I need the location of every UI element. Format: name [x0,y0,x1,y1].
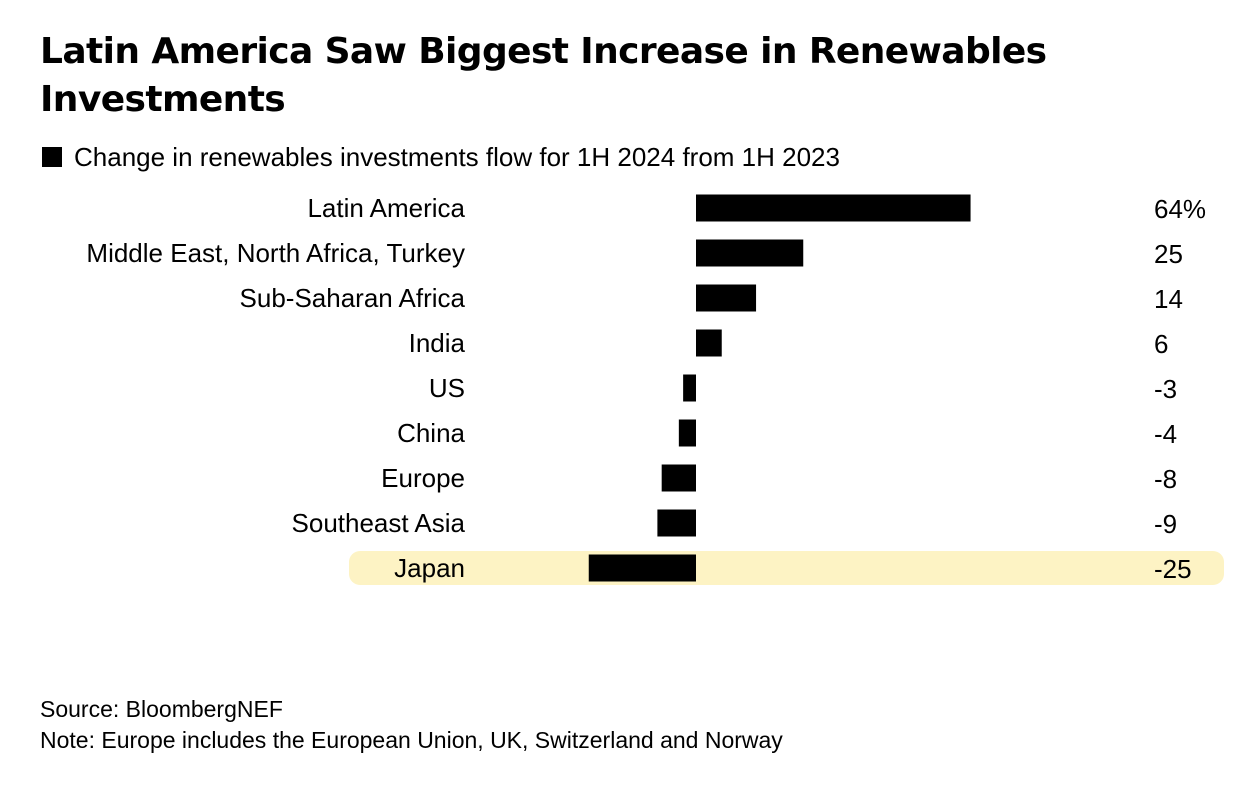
value-label-china: -4 [1154,419,1177,449]
category-label-latin-america: Latin America [307,193,465,223]
bar-us [683,374,696,402]
legend: Change in renewables investments flow fo… [42,142,840,172]
category-label-japan: Japan [394,553,465,583]
category-label-southeast-asia: Southeast Asia [292,508,466,538]
legend-swatch [42,147,62,167]
value-label-latin-america: 64% [1154,194,1206,224]
category-label-us: US [429,373,465,403]
highlight-band-japan [349,551,1224,585]
bar-china [678,419,696,447]
chart-title: Latin America Saw Biggest Increase in Re… [40,31,1047,120]
value-label-sub-saharan-africa: 14 [1154,284,1183,314]
bar-india [696,329,722,357]
bar-southeast-asia [657,509,696,537]
value-label-japan: -25 [1154,554,1192,584]
source-note: Source: BloombergNEF [40,696,283,722]
bar-sub-saharan-africa [696,284,757,312]
category-label-sub-saharan-africa: Sub-Saharan Africa [240,283,466,313]
category-label-europe: Europe [381,463,465,493]
bar-chart: Latin America 64% Middle East, North Afric… [86,193,1224,585]
category-label-middle-east-north-africa-turkey: Middle East, North Africa, Turkey [86,238,465,268]
value-label-middle-east-north-africa-turkey: 25 [1154,239,1183,269]
value-label-europe: -8 [1154,464,1177,494]
value-label-us: -3 [1154,374,1177,404]
value-label-india: 6 [1154,329,1168,359]
bar-japan [588,554,696,582]
footnotes: Source: BloombergNEF Note: Europe includ… [40,694,783,756]
legend-label: Change in renewables investments flow fo… [74,141,840,172]
bar-latin-america [696,194,971,222]
category-label-china: China [397,418,465,448]
bar-middle-east-north-africa-turkey [696,239,804,267]
europe-note: Note: Europe includes the European Union… [40,727,783,753]
value-label-southeast-asia: -9 [1154,509,1177,539]
category-label-india: India [409,328,466,358]
bar-europe [661,464,696,492]
